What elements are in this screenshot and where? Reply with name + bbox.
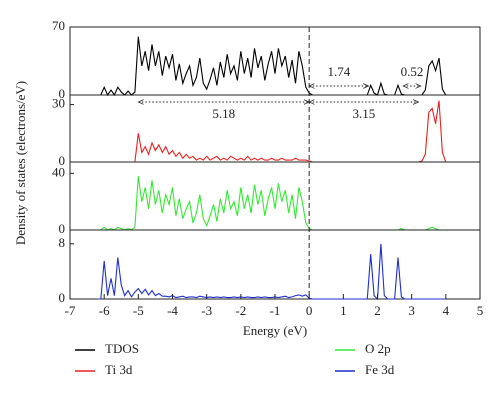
legend-label: Fe 3d — [365, 362, 395, 377]
y-tick-label: 40 — [52, 164, 65, 179]
x-tick-label: -7 — [65, 303, 76, 318]
legend-label: O 2p — [365, 341, 391, 356]
gap-label: 3.15 — [352, 106, 375, 121]
legend-label: Ti 3d — [105, 362, 133, 377]
dos-line — [97, 176, 446, 231]
x-tick-label: 4 — [443, 303, 450, 318]
y-axis-label: Density of states (electrons/eV) — [13, 81, 28, 245]
x-tick-label: 0 — [306, 303, 313, 318]
x-axis-label: Energy (eV) — [243, 323, 307, 338]
y-tick-label: 8 — [59, 235, 66, 250]
x-tick-label: -3 — [201, 303, 212, 318]
x-tick-label: 1 — [340, 303, 347, 318]
gap-label: 0.52 — [401, 64, 424, 79]
gap-label: 1.74 — [328, 64, 351, 79]
y-tick-label: 0 — [59, 221, 66, 236]
y-tick-label: 0 — [59, 290, 66, 305]
x-tick-label: 5 — [477, 303, 484, 318]
gap-label: 5.18 — [212, 106, 235, 121]
dos-line — [97, 243, 446, 301]
panel-frame — [69, 26, 481, 96]
x-tick-label: -4 — [167, 303, 178, 318]
y-tick-label: 0 — [59, 153, 66, 168]
dos-line — [97, 100, 447, 163]
x-tick-label: -6 — [99, 303, 110, 318]
panel-frame — [69, 229, 481, 300]
x-tick-label: -2 — [235, 303, 246, 318]
dos-line — [97, 36, 447, 97]
x-tick-label: -5 — [133, 303, 144, 318]
panel-frame — [69, 161, 481, 231]
x-tick-label: 3 — [408, 303, 415, 318]
y-tick-label: 30 — [52, 96, 65, 111]
x-tick-label: 2 — [374, 303, 381, 318]
y-tick-label: 0 — [59, 86, 66, 101]
y-tick-label: 70 — [52, 18, 65, 33]
panel-frame — [69, 94, 481, 163]
legend-label: TDOS — [105, 341, 139, 356]
x-tick-label: -1 — [270, 303, 281, 318]
